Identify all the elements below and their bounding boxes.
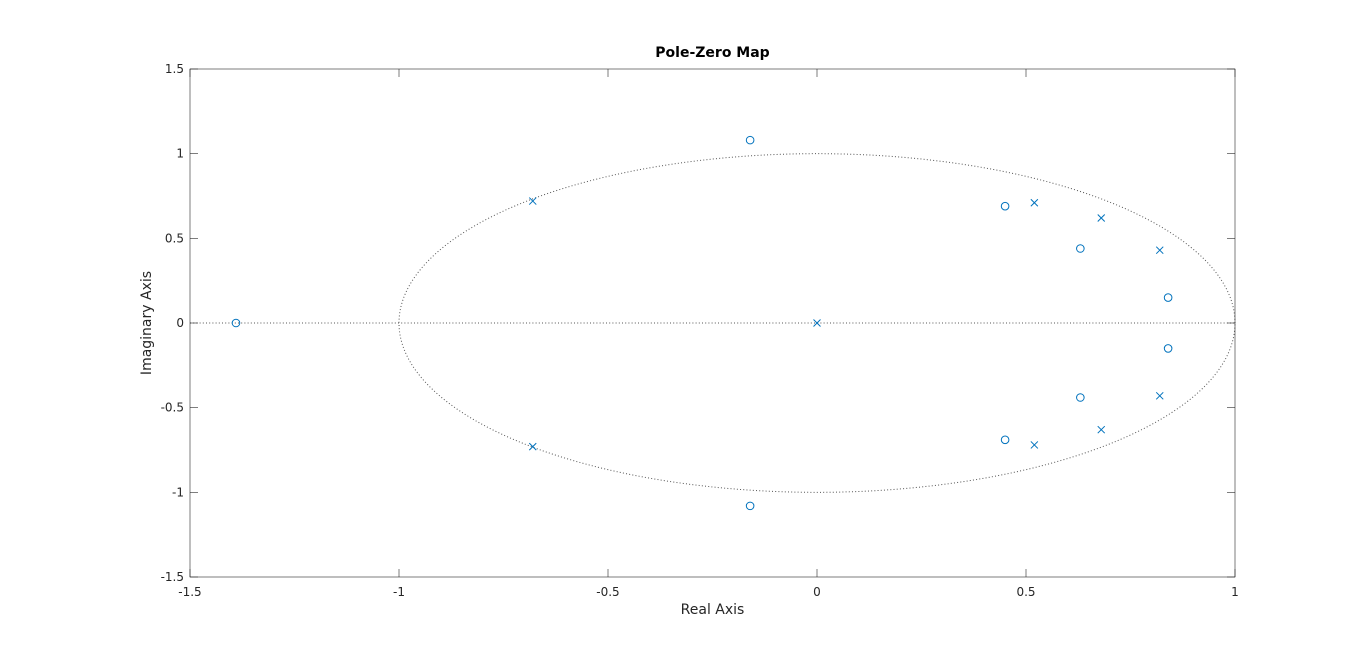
x-tick-label: -1.5 [178,585,201,599]
zero-marker [1000,435,1010,445]
zero-marker [1163,344,1173,353]
pole-marker [1030,198,1039,207]
x-axis-label: Real Axis [681,602,745,618]
pole-marker [813,319,821,327]
unit-circle-layer [190,153,1236,493]
zero-marker [1000,201,1010,211]
zero-marker [1076,393,1085,402]
marks-layer [231,135,1173,511]
pole-marker [1097,214,1106,222]
zero-marker [745,501,755,511]
pole-marker [528,442,537,451]
x-tick-label: -0.5 [596,585,619,599]
y-tick-label: -1 [172,485,184,499]
y-tick-label: -0.5 [161,401,184,415]
y-tick-label: 0.5 [165,231,184,245]
pole-marker [1155,391,1164,400]
x-tick-label: -1 [393,585,405,599]
x-tick-label: 0 [813,585,821,599]
pole-marker [1030,441,1039,449]
pole-marker [1097,425,1106,434]
zero-marker [1163,293,1173,302]
pole-marker [528,197,537,205]
x-tick-label: 1 [1231,585,1239,599]
ticks-layer: -1.5 -1 -0.5 0 0.5 1 -1.5 -1 -0.5 0 0.5 1 1.5 [161,62,1239,599]
y-tick-label: 1.5 [165,62,184,76]
zero-marker [745,135,755,145]
x-tick-label: 0.5 [1016,585,1035,599]
y-tick-label: -1.5 [161,570,184,584]
zero-marker [1076,244,1085,253]
y-tick-label: 0 [176,316,184,330]
y-axis-label: Imaginary Axis [139,271,155,375]
zero-marker [231,318,241,328]
chart-title: Pole-Zero Map [655,45,769,61]
y-tick-label: 1 [176,147,184,161]
pole-marker [1155,246,1164,255]
